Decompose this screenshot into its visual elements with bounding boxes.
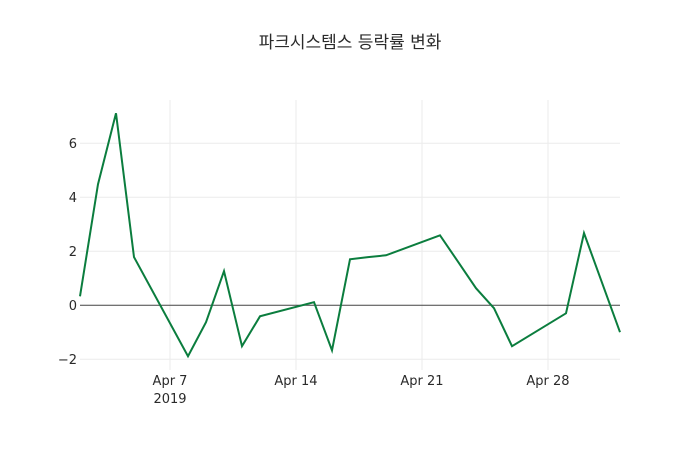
y-tick-label: 2	[69, 245, 77, 260]
x-tick-label: Apr 14	[274, 374, 317, 389]
y-tick-label: 0	[69, 299, 77, 314]
x-tick-year-label: 2019	[153, 392, 186, 407]
chart-title: 파크시스템스 등락률 변화	[259, 33, 442, 53]
y-tick-label: 6	[69, 137, 77, 152]
x-tick-label: Apr 28	[526, 374, 569, 389]
y-axis-ticks: −2 0 2 4 6	[58, 137, 77, 368]
y-tick-label: 4	[69, 191, 77, 206]
x-axis-ticks: Apr 7 2019 Apr 14 Apr 21 Apr 28	[153, 374, 570, 407]
x-tick-label: Apr 7	[153, 374, 188, 389]
data-line	[79, 112, 621, 359]
x-tick-label: Apr 21	[400, 374, 443, 389]
y-tick-label: −2	[58, 353, 77, 368]
y-gridlines	[80, 142, 620, 360]
